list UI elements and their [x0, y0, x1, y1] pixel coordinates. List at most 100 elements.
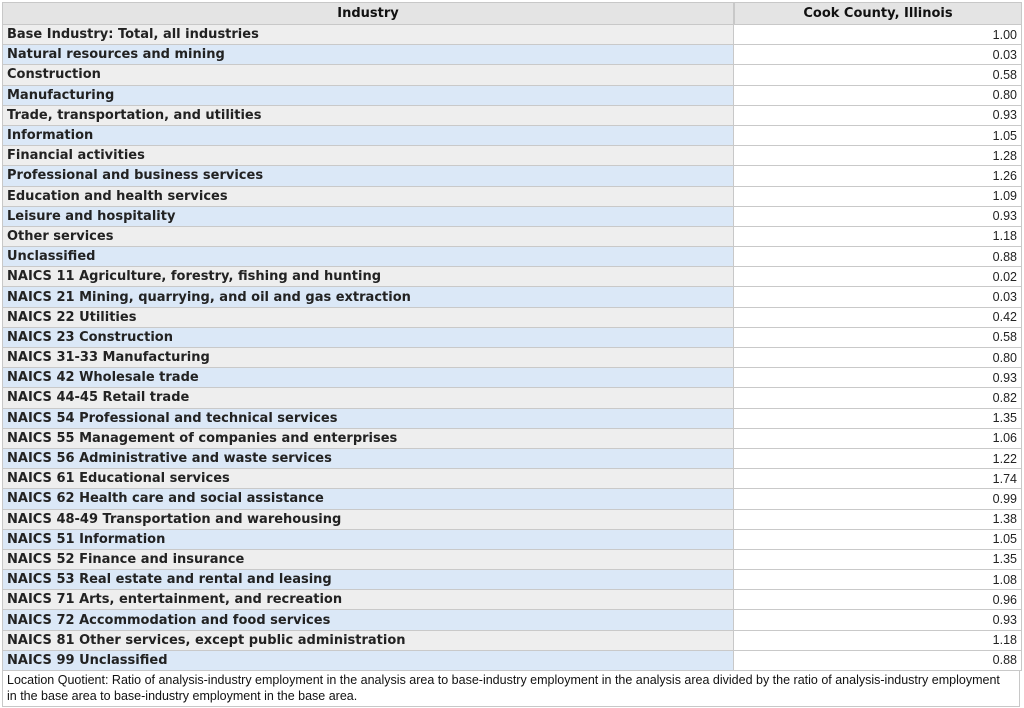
- value-cell: 1.74: [734, 469, 1022, 490]
- table-row: Base Industry: Total, all industries 1.00: [2, 25, 1022, 46]
- industry-cell: Leisure and hospitality: [2, 206, 734, 227]
- value-cell: 1.38: [734, 509, 1022, 530]
- table-row: NAICS 55 Management of companies and ent…: [2, 428, 1022, 449]
- industry-cell: NAICS 81 Other services, except public a…: [2, 630, 734, 651]
- value-cell: 1.18: [734, 226, 1022, 248]
- industry-cell: Education and health services: [2, 186, 734, 207]
- value-cell: 0.80: [734, 348, 1022, 369]
- table-row: NAICS 23 Construction 0.58: [2, 327, 1022, 348]
- column-header[interactable]: Industry: [2, 2, 734, 25]
- value-cell: 0.99: [734, 489, 1022, 510]
- value-cell: 1.09: [734, 186, 1022, 207]
- industry-cell: Professional and business services: [2, 166, 734, 187]
- table-row: NAICS 31-33 Manufacturing 0.80: [2, 348, 1022, 369]
- industry-cell: NAICS 72 Accommodation and food services: [2, 610, 734, 631]
- value-cell: 1.26: [734, 166, 1022, 187]
- table-row: Financial activities 1.28: [2, 146, 1022, 167]
- industry-cell: NAICS 56 Administrative and waste servic…: [2, 448, 734, 470]
- table-row: NAICS 53 Real estate and rental and leas…: [2, 570, 1022, 591]
- table-row: NAICS 61 Educational services 1.74: [2, 469, 1022, 490]
- table-row: Education and health services 1.09: [2, 186, 1022, 207]
- header-row: Industry Cook County, Illinois: [2, 2, 1022, 25]
- table-row: NAICS 71 Arts, entertainment, and recrea…: [2, 590, 1022, 611]
- table-row: Natural resources and mining 0.03: [2, 45, 1022, 66]
- footnote: Location Quotient: Ratio of analysis-ind…: [2, 671, 1020, 707]
- value-cell: 0.42: [734, 307, 1022, 328]
- table-body: Base Industry: Total, all industries 1.00…: [2, 25, 1022, 671]
- value-cell: 0.58: [734, 327, 1022, 348]
- table-row: NAICS 21 Mining, quarrying, and oil and …: [2, 287, 1022, 308]
- industry-cell: NAICS 22 Utilities: [2, 307, 734, 328]
- industry-cell: NAICS 31-33 Manufacturing: [2, 348, 734, 369]
- table-row: NAICS 42 Wholesale trade 0.93: [2, 368, 1022, 389]
- industry-cell: Base Industry: Total, all industries: [2, 25, 734, 46]
- industry-cell: Trade, transportation, and utilities: [2, 105, 734, 126]
- column-header[interactable]: Cook County, Illinois: [734, 2, 1022, 25]
- industry-cell: NAICS 71 Arts, entertainment, and recrea…: [2, 590, 734, 611]
- table-row: NAICS 48-49 Transportation and warehousi…: [2, 509, 1022, 530]
- industry-cell: NAICS 54 Professional and technical serv…: [2, 408, 734, 429]
- value-cell: 1.35: [734, 408, 1022, 429]
- value-cell: 0.93: [734, 206, 1022, 227]
- industry-cell: NAICS 42 Wholesale trade: [2, 368, 734, 389]
- value-cell: 1.06: [734, 428, 1022, 449]
- value-cell: 0.88: [734, 247, 1022, 268]
- value-cell: 0.03: [734, 45, 1022, 66]
- table-row: NAICS 51 Information 1.05: [2, 529, 1022, 550]
- table-row: Professional and business services 1.26: [2, 166, 1022, 187]
- industry-cell: NAICS 44-45 Retail trade: [2, 388, 734, 409]
- value-cell: 0.03: [734, 287, 1022, 308]
- value-cell: 0.96: [734, 590, 1022, 611]
- industry-cell: Manufacturing: [2, 85, 734, 106]
- value-cell: 1.05: [734, 529, 1022, 550]
- industry-cell: NAICS 23 Construction: [2, 327, 734, 348]
- industry-cell: Unclassified: [2, 247, 734, 268]
- value-cell: 0.80: [734, 85, 1022, 106]
- value-cell: 1.05: [734, 125, 1022, 147]
- table-row: Trade, transportation, and utilities 0.93: [2, 105, 1022, 126]
- industry-cell: NAICS 51 Information: [2, 529, 734, 550]
- value-cell: 0.88: [734, 650, 1022, 671]
- industry-cell: NAICS 99 Unclassified: [2, 650, 734, 671]
- table-row: Unclassified 0.88: [2, 247, 1022, 268]
- value-cell: 0.02: [734, 267, 1022, 288]
- value-cell: 1.22: [734, 448, 1022, 470]
- value-cell: 0.93: [734, 368, 1022, 389]
- value-cell: 0.93: [734, 610, 1022, 631]
- table-row: NAICS 22 Utilities 0.42: [2, 307, 1022, 328]
- industry-cell: Other services: [2, 226, 734, 248]
- industry-cell: NAICS 55 Management of companies and ent…: [2, 428, 734, 449]
- industry-cell: NAICS 52 Finance and insurance: [2, 549, 734, 571]
- industry-cell: NAICS 11 Agriculture, forestry, fishing …: [2, 267, 734, 288]
- industry-cell: NAICS 21 Mining, quarrying, and oil and …: [2, 287, 734, 308]
- value-cell: 1.18: [734, 630, 1022, 651]
- industry-cell: Natural resources and mining: [2, 45, 734, 66]
- industry-cell: NAICS 53 Real estate and rental and leas…: [2, 570, 734, 591]
- table-row: Leisure and hospitality 0.93: [2, 206, 1022, 227]
- table-row: Other services 1.18: [2, 226, 1022, 248]
- table-row: NAICS 99 Unclassified 0.88: [2, 650, 1022, 671]
- table-row: NAICS 11 Agriculture, forestry, fishing …: [2, 267, 1022, 288]
- industry-cell: Construction: [2, 65, 734, 86]
- industry-cell: NAICS 48-49 Transportation and warehousi…: [2, 509, 734, 530]
- industry-cell: NAICS 61 Educational services: [2, 469, 734, 490]
- table-row: NAICS 81 Other services, except public a…: [2, 630, 1022, 651]
- table-row: Information 1.05: [2, 125, 1022, 147]
- value-cell: 0.93: [734, 105, 1022, 126]
- value-cell: 1.28: [734, 146, 1022, 167]
- table-row: NAICS 56 Administrative and waste servic…: [2, 448, 1022, 470]
- value-cell: 0.82: [734, 388, 1022, 409]
- table-row: NAICS 72 Accommodation and food services…: [2, 610, 1022, 631]
- industry-cell: NAICS 62 Health care and social assistan…: [2, 489, 734, 510]
- value-cell: 0.58: [734, 65, 1022, 86]
- industry-cell: Financial activities: [2, 146, 734, 167]
- value-cell: 1.00: [734, 25, 1022, 46]
- data-table: Industry Cook County, Illinois Base Indu…: [2, 2, 1022, 671]
- table-row: NAICS 54 Professional and technical serv…: [2, 408, 1022, 429]
- table-row: Construction 0.58: [2, 65, 1022, 86]
- table-row: NAICS 52 Finance and insurance 1.35: [2, 549, 1022, 571]
- table-row: NAICS 62 Health care and social assistan…: [2, 489, 1022, 510]
- table-row: NAICS 44-45 Retail trade 0.82: [2, 388, 1022, 409]
